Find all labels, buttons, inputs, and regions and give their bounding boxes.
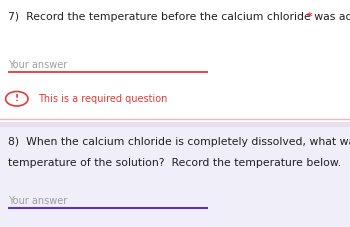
- FancyBboxPatch shape: [0, 124, 350, 227]
- Text: 8)  When the calcium chloride is completely dissolved, what was the: 8) When the calcium chloride is complete…: [8, 137, 350, 147]
- Text: 7)  Record the temperature before the calcium chloride was added.: 7) Record the temperature before the cal…: [8, 12, 350, 22]
- Text: This is a required question: This is a required question: [38, 94, 167, 104]
- Text: *: *: [307, 12, 313, 22]
- Text: temperature of the solution?  Record the temperature below.: temperature of the solution? Record the …: [8, 158, 341, 168]
- Text: Your answer: Your answer: [8, 60, 67, 70]
- Text: !: !: [15, 94, 19, 103]
- Text: Your answer: Your answer: [8, 196, 67, 206]
